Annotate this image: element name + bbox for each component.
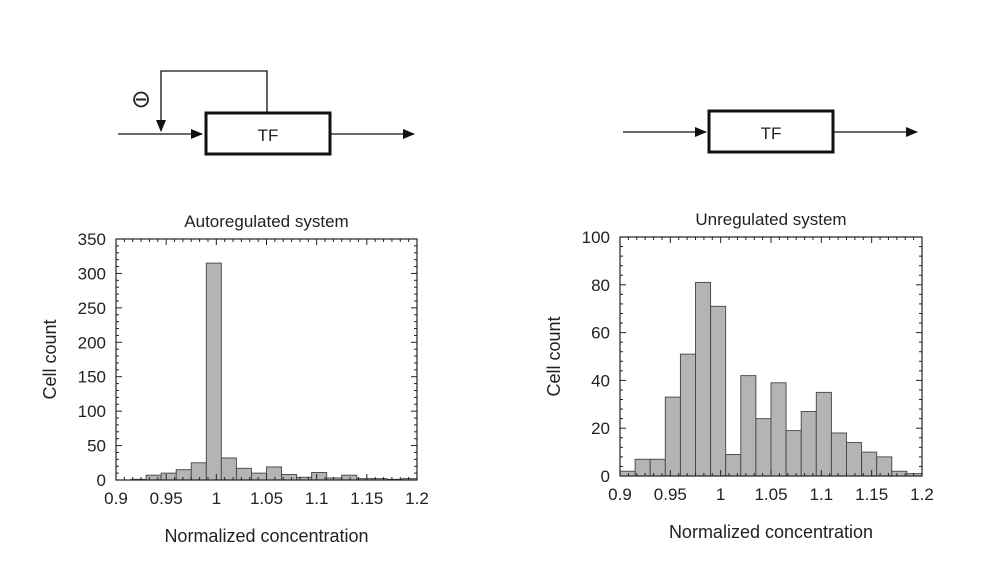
chart-1-bar-3 bbox=[664, 396, 681, 477]
chart-0-x-tick-label: 1.2 bbox=[405, 489, 429, 508]
chart-1-bar-12 bbox=[800, 411, 817, 477]
chart-1-bar-18 bbox=[891, 470, 908, 477]
chart-1-bar-10 bbox=[770, 382, 787, 477]
autoregulation-diagram: TF ⊖ bbox=[118, 70, 415, 156]
chart-1-bar-5 bbox=[695, 281, 712, 477]
chart-0-title: Autoregulated system bbox=[184, 212, 348, 231]
chart-0-x-tick-label: 0.9 bbox=[104, 489, 128, 508]
chart-1-bar-0 bbox=[619, 470, 636, 477]
chart-1-bar-13 bbox=[815, 391, 832, 477]
chart-1-bar-6 bbox=[710, 305, 727, 477]
chart-0-y-tick-label: 0 bbox=[97, 471, 106, 490]
chart-1-y-tick-label: 0 bbox=[601, 467, 610, 486]
chart-0-x-tick-label: 1.15 bbox=[350, 489, 383, 508]
chart-0-bar-11 bbox=[281, 474, 298, 481]
chart-1-bar-1 bbox=[634, 458, 651, 477]
chart-1-y-tick-label: 60 bbox=[591, 324, 610, 343]
chart-1-x-tick-label: 1.2 bbox=[910, 485, 934, 504]
feedback-loop bbox=[156, 70, 268, 132]
chart-1-y-tick-label: 40 bbox=[591, 371, 610, 390]
chart-1-bar-8 bbox=[740, 375, 757, 477]
unregulated-histogram: 0.9 0.95 1 1.05 1.1 1.15 1.2 0 20 40 60 80 100 Unregu… bbox=[544, 210, 934, 542]
chart-0-y-axis-label: Cell count bbox=[40, 319, 60, 399]
chart-1-y-tick-label: 80 bbox=[591, 276, 610, 295]
chart-1-bar-4 bbox=[679, 353, 696, 477]
chart-0-y-tick-label: 150 bbox=[78, 368, 106, 387]
chart-0-y-tick-label: 200 bbox=[78, 333, 106, 352]
tf-box bbox=[707, 109, 835, 154]
chart-1-bar-9 bbox=[755, 418, 772, 477]
chart-1-x-tick-label: 1 bbox=[716, 485, 725, 504]
unregulated-diagram: TF bbox=[623, 109, 918, 154]
chart-1-bar-17 bbox=[876, 456, 893, 477]
chart-0-x-tick-label: 1 bbox=[212, 489, 221, 508]
chart-0-bar-5 bbox=[190, 462, 207, 481]
chart-0-bar-10 bbox=[266, 466, 283, 481]
chart-1-y-tick-label: 100 bbox=[582, 228, 610, 247]
chart-1-x-tick-label: 0.9 bbox=[608, 485, 632, 504]
chart-0-bar-8 bbox=[235, 467, 252, 481]
chart-0-y-tick-label: 300 bbox=[78, 264, 106, 283]
chart-1-bar-16 bbox=[861, 451, 878, 477]
chart-0-y-tick-label: 350 bbox=[78, 230, 106, 249]
chart-0-plot-frame bbox=[115, 238, 418, 481]
chart-0-bar-6 bbox=[205, 262, 222, 481]
chart-1-title: Unregulated system bbox=[695, 210, 846, 229]
tf-box-label: TF bbox=[761, 124, 782, 143]
chart-1-x-tick-label: 0.95 bbox=[654, 485, 687, 504]
chart-0-bar-3 bbox=[160, 472, 177, 481]
chart-1-x-axis-label: Normalized concentration bbox=[669, 522, 873, 542]
chart-1-bar-11 bbox=[785, 430, 802, 477]
chart-0-x-tick-label: 1.1 bbox=[305, 489, 329, 508]
chart-1-x-tick-label: 1.05 bbox=[754, 485, 787, 504]
chart-1-bar-14 bbox=[830, 432, 847, 477]
chart-0-x-tick-label: 0.95 bbox=[150, 489, 183, 508]
chart-1-bar-2 bbox=[649, 458, 666, 477]
chart-0-bar-15 bbox=[341, 474, 358, 481]
chart-0-bar-9 bbox=[250, 472, 267, 481]
chart-1-y-tick-label: 20 bbox=[591, 419, 610, 438]
chart-0-x-tick-label: 1.05 bbox=[250, 489, 283, 508]
chart-0-y-tick-label: 250 bbox=[78, 299, 106, 318]
chart-0-y-tick-label: 50 bbox=[87, 437, 106, 456]
autoregulated-histogram: 0.9 0.95 1 1.05 1.1 1.15 1.2 0 50 100 150 200 250 300… bbox=[40, 212, 429, 546]
chart-1-bar-15 bbox=[846, 442, 863, 477]
chart-0-y-tick-label: 100 bbox=[78, 402, 106, 421]
chart-1-y-axis-label: Cell count bbox=[544, 316, 564, 396]
tf-box-label: TF bbox=[258, 126, 279, 145]
chart-0-bar-13 bbox=[311, 471, 328, 481]
chart-1-x-tick-label: 1.1 bbox=[810, 485, 834, 504]
chart-1-x-tick-label: 1.15 bbox=[855, 485, 888, 504]
chart-0-bar-4 bbox=[175, 469, 192, 481]
chart-0-bar-7 bbox=[220, 457, 237, 481]
repression-symbol: ⊖ bbox=[131, 86, 151, 113]
chart-0-x-axis-label: Normalized concentration bbox=[164, 526, 368, 546]
chart-0-bar-2 bbox=[145, 474, 162, 481]
chart-1-bar-7 bbox=[725, 454, 742, 477]
